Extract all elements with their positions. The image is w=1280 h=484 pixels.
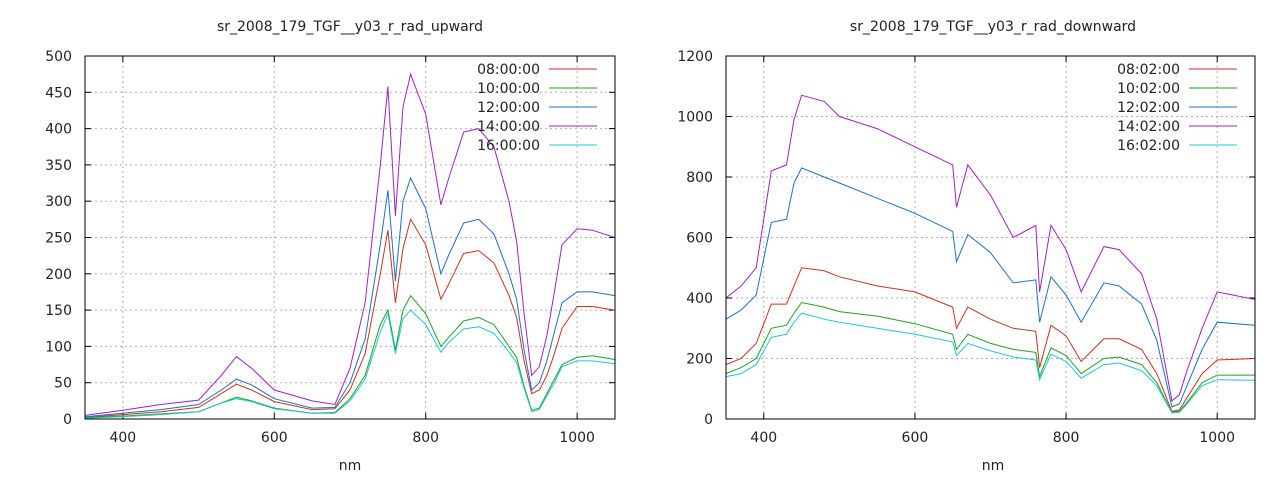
x-tick-label: 600 <box>902 430 929 446</box>
y-tick-label: 200 <box>686 352 713 368</box>
y-tick-label: 0 <box>63 412 72 428</box>
legend-label: 12:02:00 <box>1117 100 1180 116</box>
y-tick-label: 250 <box>45 231 72 247</box>
legend-label: 16:00:00 <box>477 138 540 154</box>
legend-label: 08:00:00 <box>477 62 540 78</box>
legend-label: 14:00:00 <box>477 119 540 135</box>
legend-label: 12:00:00 <box>477 100 540 116</box>
series-line <box>84 294 616 418</box>
x-tick-label: 400 <box>750 430 777 446</box>
series-line <box>725 312 1256 414</box>
y-tick-label: 400 <box>45 122 72 138</box>
plot-frame <box>725 55 1256 420</box>
legend-label: 16:02:00 <box>1117 138 1180 154</box>
y-tick-label: 150 <box>45 303 72 319</box>
legend-label: 08:02:00 <box>1117 62 1180 78</box>
y-tick-label: 0 <box>704 412 713 428</box>
y-tick-label: 200 <box>45 267 72 283</box>
x-tick-label: 800 <box>412 430 439 446</box>
x-tick-label: 1000 <box>1199 430 1235 446</box>
y-tick-label: 600 <box>686 231 713 247</box>
y-tick-label: 1000 <box>677 110 713 126</box>
legend-label: 10:00:00 <box>477 81 540 97</box>
downward-radiance-chart: sr_2008_179_TGF__y03_r_rad_downward nm 4… <box>677 19 1256 474</box>
y-tick-label: 350 <box>45 158 72 174</box>
plot-frame <box>84 55 616 420</box>
y-tick-label: 100 <box>45 339 72 355</box>
y-tick-label: 50 <box>54 376 72 392</box>
legend-label: 14:02:00 <box>1117 119 1180 135</box>
legend-label: 10:02:00 <box>1117 81 1180 97</box>
series-line <box>725 94 1256 402</box>
x-tick-label: 800 <box>1053 430 1080 446</box>
upward-radiance-chart: sr_2008_179_TGF__y03_r_rad_upward nm 400… <box>45 19 616 474</box>
x-tick-label: 1000 <box>559 430 595 446</box>
chart-title: sr_2008_179_TGF__y03_r_rad_downward <box>850 19 1136 35</box>
series-line <box>84 176 616 418</box>
y-tick-label: 1200 <box>677 49 713 65</box>
y-tick-label: 500 <box>45 49 72 65</box>
x-tick-label: 600 <box>261 430 288 446</box>
x-tick-label: 400 <box>109 430 136 446</box>
y-tick-label: 400 <box>686 291 713 307</box>
y-tick-label: 800 <box>686 170 713 186</box>
y-tick-label: 300 <box>45 194 72 210</box>
series-line <box>84 72 616 416</box>
x-axis-label: nm <box>982 458 1005 474</box>
series-line <box>725 167 1256 408</box>
series-line <box>84 309 616 419</box>
chart-title: sr_2008_179_TGF__y03_r_rad_upward <box>217 19 483 35</box>
y-tick-label: 450 <box>45 85 72 101</box>
x-axis-label: nm <box>339 458 362 474</box>
series-line <box>84 218 616 418</box>
series-line <box>725 267 1256 412</box>
